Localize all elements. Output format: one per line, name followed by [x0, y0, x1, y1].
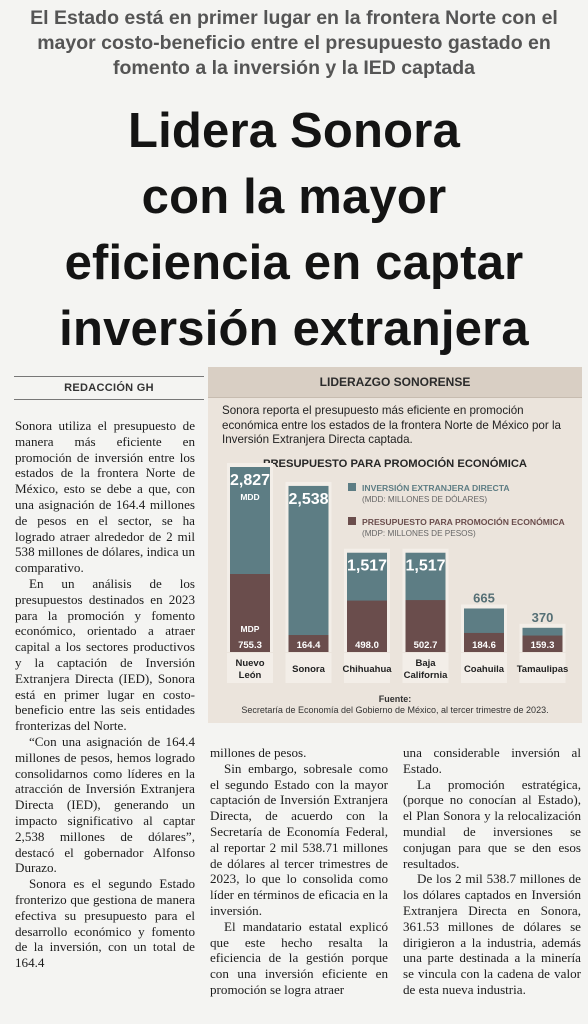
paragraph: millones de pesos. [210, 745, 307, 760]
paragraph: El mandatario estatal explicó que este h… [210, 918, 388, 997]
bar-presupuesto [405, 600, 446, 652]
divider [14, 376, 204, 377]
headline-line: Lidera Sonora [127, 104, 461, 158]
infobox-liderazgo: LIDERAZGO SONORENSE Sonora reporta el pr… [208, 367, 582, 723]
label-presupuesto: 159.3 [531, 640, 555, 651]
source-label: Fuente: [378, 694, 412, 704]
category-label: León [239, 670, 262, 681]
unit-tag-mdd: MDD [240, 492, 259, 502]
bar-ied [288, 485, 329, 652]
category-label: Sonora [292, 664, 325, 675]
legend-note-ied: (MDD: MILLONES DE DÓLARES) [362, 494, 487, 504]
category-label: Baja [415, 658, 436, 669]
legend-note-presupuesto: (MDP: MILLONES DE PESOS) [362, 529, 476, 538]
unit-tag-mdp: MDP [241, 624, 260, 634]
article-column-3: una considerable inversión al Estado. La… [403, 745, 581, 998]
legend-swatch-ied [348, 483, 356, 491]
byline: REDACCIÓN GH [64, 382, 154, 394]
label-ied: 2,827 [230, 472, 270, 489]
label-presupuesto: 164.4 [297, 640, 321, 651]
headline: Lidera Sonora con la mayor eficiencia en… [6, 98, 582, 362]
label-presupuesto: 502.7 [414, 640, 438, 651]
category-label: Coahuila [464, 664, 505, 675]
label-ied: 1,517 [347, 558, 387, 575]
infobox-header: LIDERAZGO SONORENSE [208, 367, 582, 398]
bar-presupuesto [464, 632, 504, 652]
category-label: Tamaulipas [517, 664, 569, 675]
article-column-2: millones de pesos. Sin embargo, sobresal… [210, 745, 388, 998]
headline-line: con la mayor [141, 170, 447, 224]
byline-block: REDACCIÓN GH [14, 370, 204, 400]
category-box [402, 653, 449, 683]
bar-presupuesto [288, 635, 329, 652]
divider [14, 399, 204, 400]
source-text: Secretaría de Economía del Gobierno de M… [241, 705, 549, 715]
bar-presupuesto [230, 574, 270, 652]
paragraph: La promoción estratégica, (porque no con… [403, 776, 581, 871]
kicker-subtitle: El Estado está en primer lugar en la fro… [30, 7, 558, 79]
paragraph: “Con una asignación de 164.4 millones de… [15, 733, 195, 876]
category-box [344, 653, 390, 683]
category-label: California [404, 670, 449, 681]
infobox-intro: Sonora reporta el presupuesto más eficie… [222, 404, 561, 446]
category-label: Nuevo [235, 658, 264, 669]
chart-title: PRESUPUESTO PARA PROMOCIÓN ECONÓMICA [263, 458, 527, 470]
category-box [461, 653, 507, 683]
category-label: Chihuahua [342, 664, 392, 675]
paragraph: En un análisis de los presupuestos desti… [15, 575, 195, 734]
label-ied: 2,538 [288, 491, 328, 508]
category-box [519, 653, 566, 683]
label-ied: 370 [532, 610, 554, 625]
paragraph: Sonora utiliza el presupuesto de manera … [15, 418, 195, 576]
legend-swatch-presupuesto [348, 517, 356, 525]
label-presupuesto: 184.6 [472, 640, 496, 651]
label-ied: 1,517 [405, 558, 445, 575]
paragraph: Sonora es el segundo Estado fronterizo q… [15, 876, 195, 971]
label-presupuesto: 498.0 [355, 640, 379, 651]
legend-label-presupuesto: PRESUPUESTO PARA PROMOCIÓN ECONÓMICA [362, 516, 565, 527]
label-ied: 665 [473, 590, 495, 605]
paragraph: una considerable inversión al Estado. [403, 745, 581, 776]
headline-line: inversión extranjera [59, 302, 529, 356]
category-box [285, 653, 332, 683]
bar-presupuesto [522, 635, 563, 652]
label-presupuesto: 755.3 [238, 640, 262, 651]
chart-source: Fuente: Secretaría de Economía del Gobie… [208, 694, 582, 716]
category-box [227, 653, 273, 683]
paragraph: De los 2 mil 538.7 millones de los dólar… [403, 871, 581, 997]
paragraph: Sin embargo, sobresale como el segundo E… [210, 760, 388, 918]
article-column-1: Sonora utiliza el presupuesto de manera … [15, 418, 195, 971]
bar-presupuesto [347, 600, 387, 652]
legend-label-ied: INVERSIÓN EXTRANJERA DIRECTA [362, 482, 510, 493]
headline-line: eficiencia en captar [64, 236, 524, 290]
